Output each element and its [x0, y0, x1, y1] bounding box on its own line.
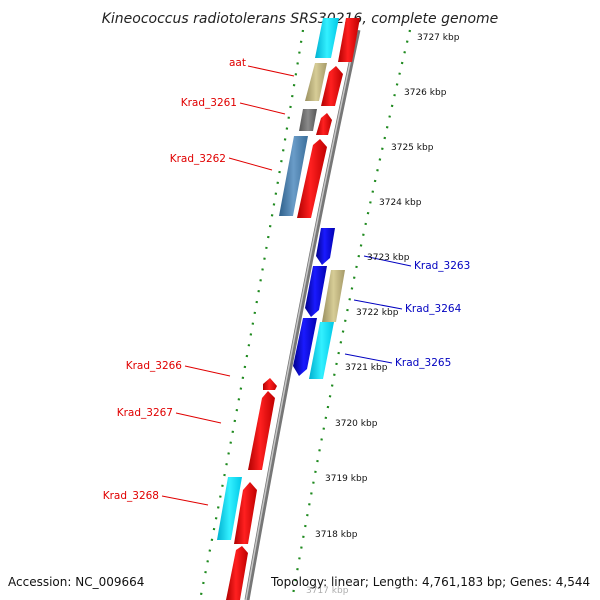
- scale-label: 3722 kbp: [356, 308, 399, 318]
- genome-backbone-highlight: [245, 29, 358, 600]
- leader-krad3262: [228, 157, 273, 171]
- leader-krad3264: [353, 299, 403, 310]
- leader-krad3266: [184, 365, 231, 377]
- label-krad3264[interactable]: Krad_3264: [405, 303, 462, 315]
- label-krad3268[interactable]: Krad_3268: [103, 490, 159, 502]
- label-krad3261[interactable]: Krad_3261: [181, 97, 237, 109]
- label-aat[interactable]: aat: [229, 57, 246, 69]
- label-krad3262[interactable]: Krad_3262: [170, 153, 226, 165]
- scale-label: 3719 kbp: [325, 474, 368, 484]
- label-krad3265[interactable]: Krad_3265: [395, 357, 451, 369]
- scale-label: 3726 kbp: [404, 88, 447, 98]
- gene-krad3261-red: [316, 113, 332, 135]
- scale-label: 3720 kbp: [335, 419, 378, 429]
- leader-krad3265: [344, 353, 393, 364]
- leader-krad3267: [175, 412, 222, 424]
- gene-krad3261-gray: [299, 109, 317, 131]
- gene-krad3268-cyan: [217, 477, 242, 540]
- label-krad3263[interactable]: Krad_3263: [414, 260, 470, 272]
- gene-krad3267-red: [248, 391, 275, 470]
- gene-krad3262-red: [297, 139, 327, 218]
- gene-krad3262-steelblue: [279, 136, 308, 216]
- gene-bottom-red: [226, 546, 248, 600]
- scale-label: 3724 kbp: [379, 198, 422, 208]
- scale-label: 3721 kbp: [345, 363, 388, 373]
- right-scale-track: [290, 29, 412, 600]
- gene-top-cyan: [315, 18, 339, 58]
- accession-text: Accession: NC_009664: [8, 575, 144, 589]
- gene-top-red: [338, 18, 360, 62]
- leader-aat: [247, 65, 295, 77]
- label-krad3267[interactable]: Krad_3267: [117, 407, 173, 419]
- gene-krad3266-red: [263, 378, 277, 390]
- scale-label: 3725 kbp: [391, 143, 434, 153]
- gene-aat-olive: [305, 63, 327, 101]
- scale-label: 3717 kbp: [306, 586, 349, 596]
- gene-krad3263-blue: [316, 228, 335, 265]
- scale-label: 3718 kbp: [315, 530, 358, 540]
- leader-krad3263: [363, 255, 412, 267]
- gene-krad3268-red: [234, 482, 257, 544]
- genome-summary-text: Topology: linear; Length: 4,761,183 bp; …: [270, 575, 590, 589]
- gene-krad3264-olive: [322, 270, 345, 322]
- label-krad3266[interactable]: Krad_3266: [126, 360, 183, 372]
- gene-krad3264-blue: [305, 266, 327, 317]
- genome-backbone: [244, 29, 361, 600]
- gene-krad3265-blue: [293, 318, 317, 376]
- leader-krad3268: [161, 495, 209, 506]
- leader-krad3261: [239, 102, 286, 115]
- scale-label: 3727 kbp: [417, 33, 460, 43]
- left-scale-track: [198, 29, 305, 600]
- gene-aat-red: [321, 66, 343, 106]
- scale-label: 3723 kbp: [367, 253, 410, 263]
- map-title: Kineococcus radiotolerans SRS30216, comp…: [102, 11, 499, 27]
- gene-krad3265-cyan: [309, 322, 334, 379]
